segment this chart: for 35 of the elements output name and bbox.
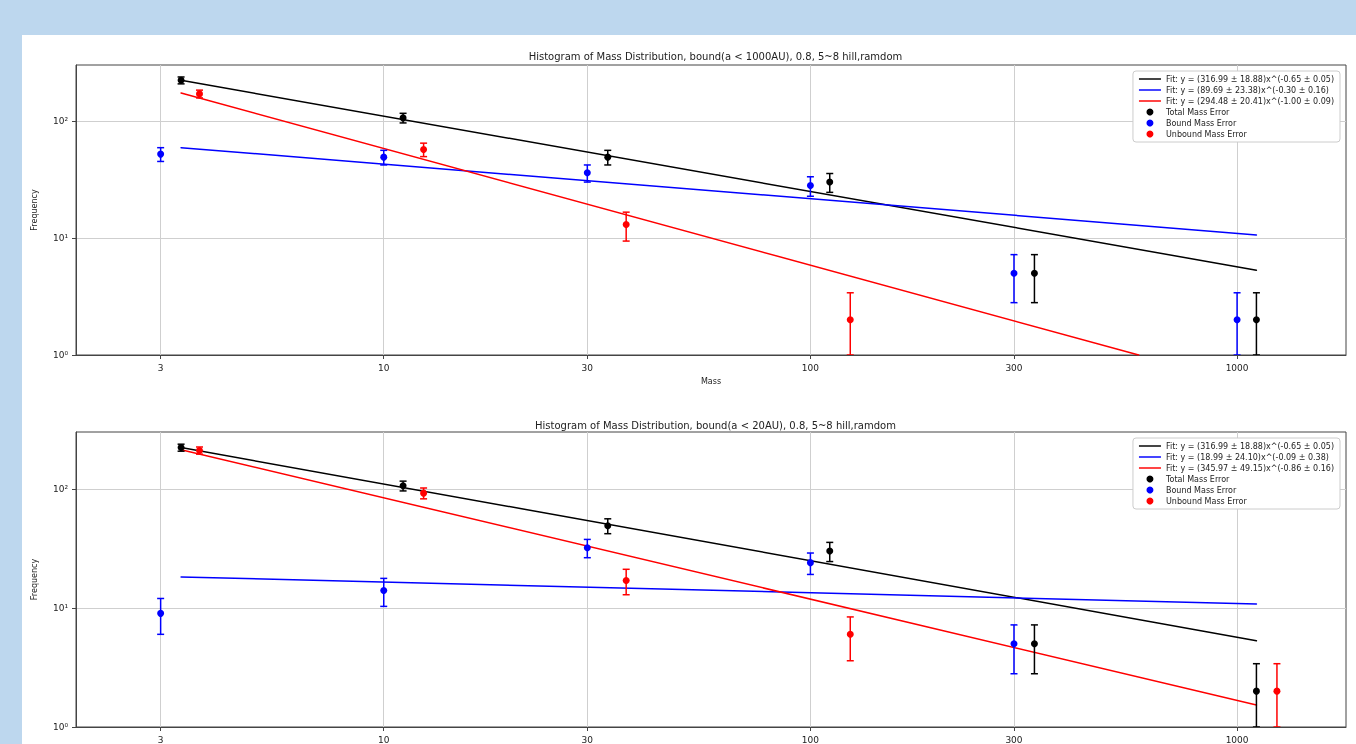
x-tick-label: 10 (378, 734, 390, 744)
legend-label: Fit: y = (89.69 ± 23.38)x^(-0.30 ± 0.16) (1165, 85, 1329, 95)
x-tick-label: 100 (801, 362, 820, 373)
legend-label: Total Mass Error (1164, 474, 1231, 484)
y-axis-title: Frequency (29, 189, 39, 231)
chart-title: Histogram of Mass Distribution, bound(a < 20AU), 0.8, 5~8 hill,ramdom (535, 419, 896, 431)
legend-label: Unbound Mass Error (1165, 129, 1248, 139)
x-tick-label: 3 (157, 362, 164, 373)
x-tick-label: 10 (378, 362, 390, 373)
y-axis-title: Frequency (29, 558, 39, 601)
legend-label: Fit: y = (345.97 ± 49.15)x^(-0.86 ± 0.16) (1165, 463, 1334, 473)
y-tick-label: 10² (52, 115, 69, 126)
x-tick-label: 30 (581, 734, 594, 744)
x-tick-label: 1000 (1225, 362, 1249, 373)
y-tick-label: 10⁰ (52, 350, 69, 360)
legend-label: Total Mass Error (1164, 107, 1231, 117)
y-tick-label: 10¹ (52, 232, 69, 243)
x-tick-label: 30 (581, 362, 594, 373)
chart-title: Histogram of Mass Distribution, bound(a < 1000AU), 0.8, 5~8 hill,ramdom (528, 50, 903, 62)
legend-label: Fit: y = (316.99 ± 18.88)x^(-0.65 ± 0.05) (1165, 74, 1334, 84)
y-tick-label: 10⁰ (52, 722, 69, 732)
legend-label: Fit: y = (18.99 ± 24.10)x^(-0.09 ± 0.38) (1165, 452, 1329, 462)
legend-label: Bound Mass Error (1165, 485, 1237, 495)
legend-label: Fit: y = (294.48 ± 20.41)x^(-1.00 ± 0.09) (1165, 96, 1334, 106)
x-axis-title: Mass (700, 376, 722, 386)
legend-label: Fit: y = (316.99 ± 18.88)x^(-0.65 ± 0.05) (1165, 441, 1334, 451)
x-tick-label: 3 (157, 734, 164, 744)
legend-label: Unbound Mass Error (1165, 496, 1248, 506)
x-tick-label: 100 (801, 734, 820, 744)
y-tick-label: 10² (52, 483, 69, 494)
x-tick-label: 1000 (1225, 734, 1249, 744)
x-tick-label: 300 (1005, 734, 1023, 744)
y-tick-label: 10¹ (52, 602, 69, 613)
legend-label: Bound Mass Error (1165, 118, 1237, 128)
x-tick-label: 300 (1005, 362, 1023, 373)
